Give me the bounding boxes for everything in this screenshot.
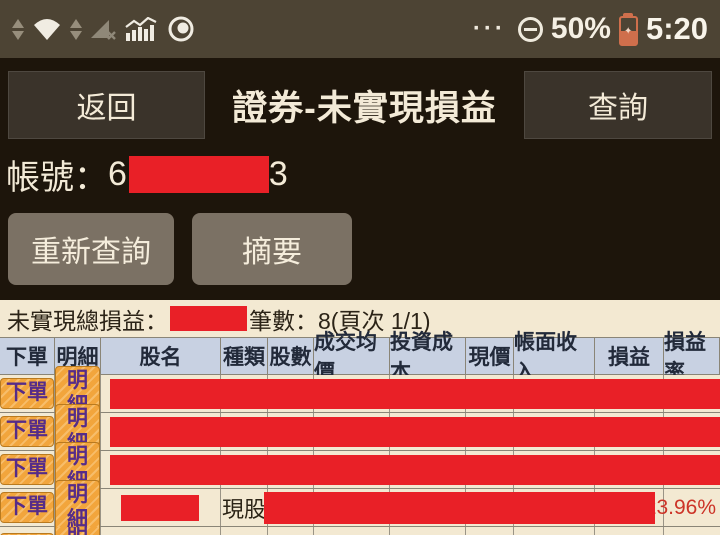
header-cell-type: 種類 [221, 338, 268, 374]
order-cell: 下單 [0, 489, 55, 526]
back-button[interactable]: 返回 [8, 71, 205, 139]
header-cell-current-price: 現價 [466, 338, 514, 374]
detail-cell: 明細 [55, 527, 101, 535]
network-activity-chart-icon [124, 16, 158, 42]
header-cell-profit-loss: 損益 [595, 338, 664, 374]
stock-name-cell [101, 489, 221, 526]
order-button[interactable]: 下單 [0, 492, 54, 523]
action-button-row: 重新查詢 摘要 [0, 213, 720, 285]
order-cell: 下單 [0, 527, 55, 535]
account-row: 帳號： 6 3 [0, 151, 720, 197]
order-cell: 下單 [0, 413, 55, 450]
header-cell-detail: 明細 [55, 338, 101, 374]
table-section: 未實現總損益： 筆數：8(頁次 1/1) 下單 明細 股名 種類 股數 成交均價 … [0, 300, 720, 535]
order-button[interactable]: 下單 [0, 378, 54, 409]
order-button[interactable]: 下單 [0, 416, 54, 447]
table-row: 下單 明細 [0, 366, 720, 421]
stocks-table: 下單 明細 股名 種類 股數 成交均價 投資成本 現價 帳面收入 損益 損益率 … [0, 331, 720, 535]
stock-type-label: 現股 [221, 489, 268, 526]
table-row: 下單 明細 現股 23.96% [0, 480, 720, 535]
requery-button[interactable]: 重新查詢 [8, 213, 174, 285]
status-bar-left-icons [12, 14, 196, 44]
order-button[interactable]: 下單 [0, 533, 54, 535]
account-label: 帳號： [6, 158, 108, 197]
summary-button[interactable]: 摘要 [192, 213, 352, 285]
row-redaction-bar [110, 455, 720, 485]
summary-row: 未實現總損益： 筆數：8(頁次 1/1) [0, 300, 720, 337]
profit-rate-value: 23.96% [644, 495, 716, 519]
values-redaction-bar [264, 492, 655, 524]
wifi-icon [32, 17, 62, 41]
header-cell-stock-name: 股名 [101, 338, 221, 374]
total-pl-label: 未實現總損益： [7, 307, 168, 334]
battery-percent: 50% [550, 12, 611, 45]
battery-icon: ✦ [618, 12, 638, 46]
detail-button[interactable]: 明細 [55, 527, 100, 535]
header-cell-cost: 投資成本 [390, 331, 466, 384]
table-row: 下單 明細 [0, 442, 720, 497]
stock-name-redaction [121, 495, 199, 521]
data-saver-icon [166, 14, 196, 44]
row-redaction-bar [110, 417, 720, 447]
status-bar-right: ··· 50% ✦ 5:20 [473, 11, 708, 47]
account-redaction [128, 155, 269, 193]
account-prefix: 6 [108, 154, 127, 193]
status-bar: ··· 50% ✦ 5:20 [0, 0, 720, 58]
page-title: 證券-未實現損益 [232, 88, 497, 128]
row-redaction-bar [110, 379, 720, 409]
header-cell-book-income: 帳面收入 [514, 331, 595, 384]
do-not-disturb-icon [517, 16, 543, 42]
header-cell-shares: 股數 [268, 338, 314, 374]
order-cell: 下單 [0, 375, 55, 412]
no-signal-icon [90, 18, 116, 40]
account-suffix: 3 [268, 154, 288, 193]
record-count-text: 筆數：8(頁次 1/1) [249, 307, 431, 334]
network-arrows-icon [70, 18, 82, 40]
total-pl-redaction [170, 306, 247, 331]
header-cell-order: 下單 [0, 338, 55, 374]
order-cell: 下單 [0, 451, 55, 488]
table-header-row: 下單 明細 股名 種類 股數 成交均價 投資成本 現價 帳面收入 損益 損益率 [0, 331, 720, 384]
clock-time: 5:20 [645, 11, 708, 46]
top-section: 返回 證券-未實現損益 查詢 帳號： 6 3 重新查詢 摘要 [0, 58, 720, 300]
detail-button[interactable]: 明細 [55, 480, 100, 535]
table-row-cut-off: 下單 明細 [0, 527, 720, 535]
header-cell-avg-price: 成交均價 [314, 331, 390, 384]
overflow-dots-icon: ··· [472, 15, 506, 42]
table-row: 下單 明細 [0, 404, 720, 459]
nav-row: 返回 證券-未實現損益 查詢 [0, 58, 720, 139]
detail-cell: 明細 [55, 480, 101, 535]
query-button[interactable]: 查詢 [524, 71, 712, 139]
header-cell-profit-rate: 損益率 [664, 331, 720, 384]
order-button[interactable]: 下單 [0, 454, 54, 485]
network-arrows-icon [12, 18, 24, 40]
